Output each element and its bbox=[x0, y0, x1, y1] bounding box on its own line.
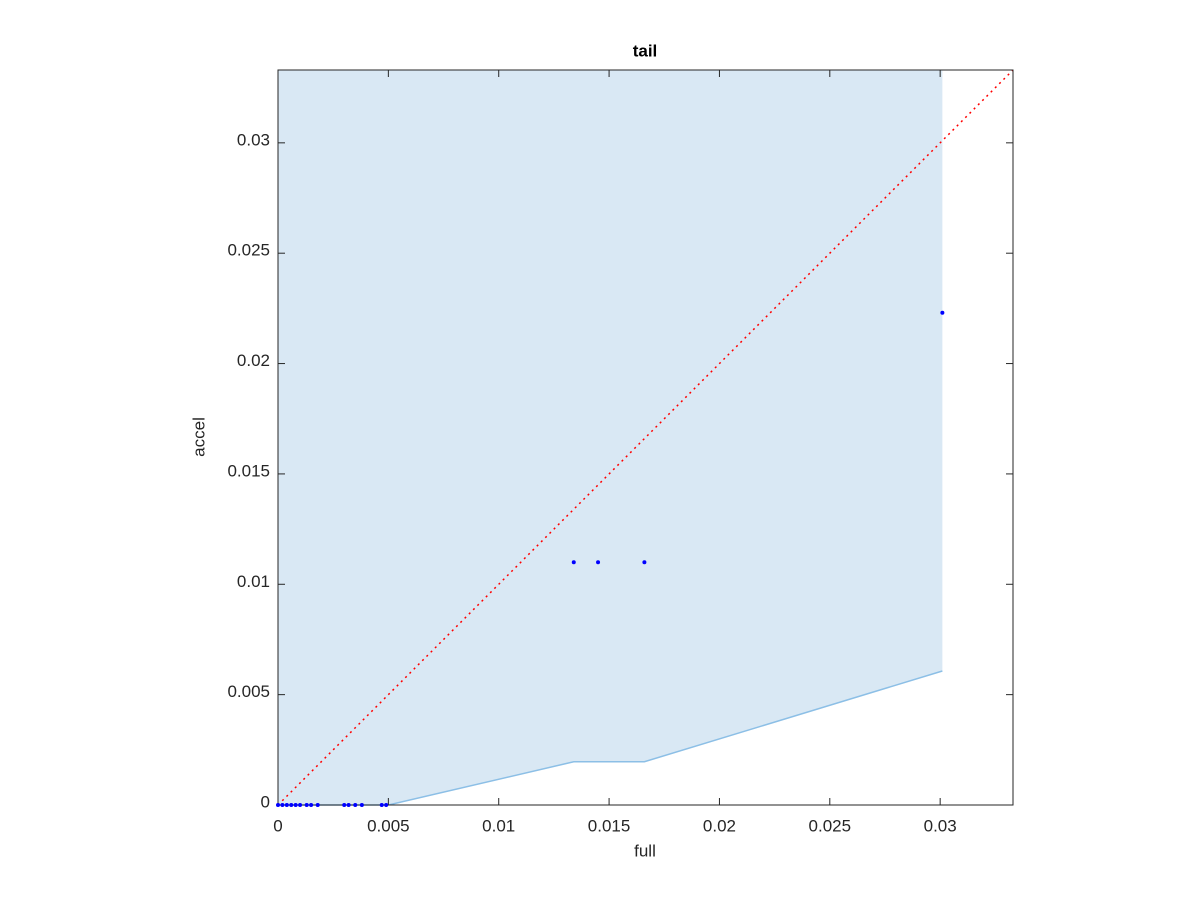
point bbox=[940, 310, 945, 315]
x-tick-label: 0.02 bbox=[703, 816, 736, 835]
point bbox=[384, 803, 389, 807]
point bbox=[353, 803, 358, 807]
point bbox=[284, 803, 289, 807]
point bbox=[346, 803, 351, 807]
y-tick-label: 0 bbox=[261, 792, 270, 811]
point bbox=[298, 803, 303, 807]
y-tick-label: 0.03 bbox=[237, 130, 270, 149]
y-tick-label: 0.02 bbox=[237, 351, 270, 370]
point bbox=[596, 560, 601, 565]
x-tick-label: 0.005 bbox=[367, 816, 410, 835]
point bbox=[379, 803, 384, 807]
point bbox=[293, 803, 298, 807]
point bbox=[276, 803, 280, 807]
x-tick-label: 0 bbox=[273, 816, 282, 835]
point bbox=[309, 803, 314, 807]
axes-box bbox=[277, 69, 1014, 806]
point bbox=[304, 803, 309, 807]
x-tick-label: 0.01 bbox=[482, 816, 515, 835]
x-tick-label: 0.015 bbox=[588, 816, 631, 835]
y-tick-label: 0.01 bbox=[237, 572, 270, 591]
x-tick-label: 0.03 bbox=[924, 816, 957, 835]
point bbox=[642, 560, 647, 565]
point bbox=[280, 803, 285, 807]
x-tick-label: 0.025 bbox=[809, 816, 852, 835]
y-tick-label: 0.005 bbox=[227, 682, 270, 701]
point bbox=[342, 803, 347, 807]
band bbox=[278, 70, 943, 805]
point bbox=[571, 560, 576, 565]
chart-title: tail bbox=[633, 41, 658, 60]
x-axis-label: full bbox=[634, 841, 656, 860]
point bbox=[289, 803, 294, 807]
point bbox=[315, 803, 320, 807]
point bbox=[359, 803, 364, 807]
y-tick-label: 0.025 bbox=[227, 241, 270, 260]
y-axis-label: accel bbox=[189, 417, 208, 457]
y-tick-label: 0.015 bbox=[227, 461, 270, 480]
